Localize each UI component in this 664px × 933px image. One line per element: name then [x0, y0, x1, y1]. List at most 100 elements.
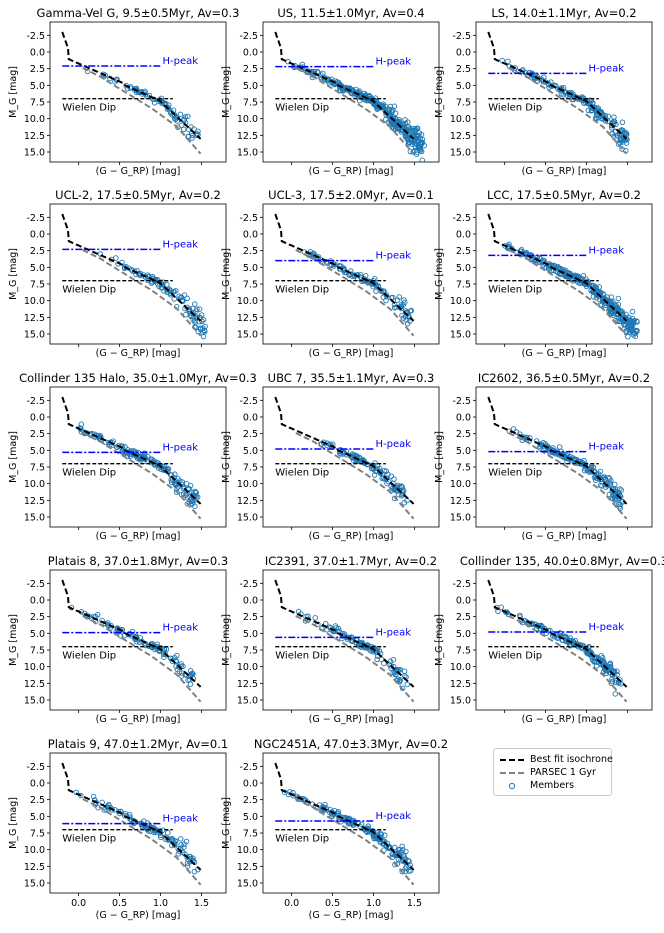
subplot-title: LS, 14.0±1.1Myr, Av=0.2 — [491, 6, 636, 20]
x-tick-label: 0.0 — [284, 898, 299, 909]
subplot-3: LS, 14.0±1.1Myr, Av=0.2 H-peak Wielen Dip -… — [434, 6, 653, 177]
member-point — [406, 315, 413, 321]
member-point — [629, 308, 636, 315]
member-point — [395, 676, 401, 683]
subplot-title: Collinder 135 Halo, 35.0±1.0Myr, Av=0.3 — [19, 371, 257, 385]
y-tick-label: 0.0 — [456, 596, 471, 607]
axes-frame — [49, 203, 227, 345]
member-point — [184, 863, 191, 869]
y-axis-label: M_G [mag] — [221, 248, 232, 300]
parsec-curve — [295, 798, 415, 886]
member-point — [172, 480, 178, 487]
member-point — [379, 471, 385, 477]
plot-area — [274, 31, 427, 162]
hpeak-label: H-peak — [163, 239, 199, 250]
x-tick-label: 0.0 — [71, 898, 86, 909]
member-point — [87, 431, 94, 437]
member-point — [381, 660, 387, 667]
y-tick-label: 10.0 — [24, 662, 45, 673]
parsec-curve — [82, 798, 202, 886]
member-point — [593, 655, 599, 661]
y-tick-label: 10.0 — [24, 479, 45, 490]
member-point — [146, 92, 153, 99]
axes-frame — [475, 386, 653, 528]
y-tick-label: 7.5 — [243, 829, 258, 840]
axes-frame — [262, 21, 440, 163]
y-tick-label: -2.5 — [452, 213, 471, 224]
plot-area — [274, 396, 415, 520]
member-point — [391, 305, 398, 311]
y-tick-label: 15.0 — [24, 330, 45, 341]
x-axis-label: (G − G_RP) [mag] — [522, 714, 607, 725]
member-point — [593, 472, 600, 478]
y-tick-label: 12.5 — [450, 313, 471, 324]
member-point — [341, 631, 348, 637]
y-tick-label: -2.5 — [26, 31, 45, 42]
parsec-swatch-icon — [500, 772, 524, 774]
y-tick-label: -2.5 — [26, 396, 45, 407]
y-tick-label: 12.5 — [237, 313, 258, 324]
y-tick-label: 5.0 — [456, 629, 471, 640]
member-point — [181, 292, 188, 298]
member-point — [113, 255, 119, 261]
subplot-11: IC2391, 37.0±1.7Myr, Av=0.2 H-peak Wielen … — [221, 554, 440, 725]
members-swatch-icon — [508, 782, 516, 790]
dip-label: Wielen Dip — [488, 103, 542, 114]
member-point — [560, 91, 566, 98]
member-point — [178, 661, 184, 667]
member-point — [78, 421, 85, 428]
hpeak-label: H-peak — [163, 623, 199, 634]
axes-frame — [475, 21, 653, 163]
subplot-8: UBC 7, 35.5±1.1Myr, Av=0.3 H-peak Wielen D… — [221, 371, 440, 542]
y-tick-label: 5.0 — [243, 263, 258, 274]
x-axis-label: (G − G_RP) [mag] — [96, 910, 181, 921]
member-point — [383, 297, 389, 304]
isochrone-curve — [274, 213, 415, 322]
member-point — [315, 621, 321, 627]
x-tick-label: 1.0 — [366, 898, 381, 909]
member-point — [381, 832, 388, 838]
y-tick-label: 2.5 — [456, 246, 471, 257]
plot-area — [487, 579, 628, 703]
member-point — [312, 252, 318, 259]
member-point — [406, 124, 412, 131]
member-point — [619, 119, 626, 126]
y-tick-label: 7.5 — [456, 280, 471, 291]
hpeak-label: H-peak — [163, 442, 199, 453]
axes-frame — [475, 569, 653, 711]
y-axis-label: M_G [mag] — [434, 66, 445, 118]
axes-frame — [262, 752, 440, 894]
member-point — [164, 466, 171, 473]
y-axis-label: M_G [mag] — [434, 614, 445, 666]
y-tick-label: 2.5 — [30, 795, 45, 806]
member-point — [123, 813, 130, 819]
member-point — [356, 454, 363, 461]
y-tick-label: 7.5 — [30, 829, 45, 840]
y-tick-label: 2.5 — [243, 612, 258, 623]
isochrone-curve — [274, 396, 415, 505]
member-point — [374, 649, 380, 656]
y-tick-label: 15.0 — [24, 513, 45, 524]
x-axis-label: (G − G_RP) [mag] — [96, 531, 181, 542]
member-point — [156, 283, 162, 290]
x-axis-label: (G − G_RP) [mag] — [96, 348, 181, 359]
y-tick-label: -2.5 — [452, 396, 471, 407]
member-point — [158, 99, 164, 105]
dip-label: Wielen Dip — [62, 651, 116, 662]
member-point — [398, 483, 405, 490]
axes-frame — [49, 752, 227, 894]
axes-frame — [262, 386, 440, 528]
member-point — [395, 125, 402, 132]
y-tick-label: 15.0 — [450, 148, 471, 159]
member-point — [399, 868, 405, 875]
y-tick-label: 10.0 — [24, 845, 45, 856]
y-tick-label: 10.0 — [237, 662, 258, 673]
member-point — [388, 663, 394, 669]
member-point — [505, 58, 511, 65]
dip-label: Wielen Dip — [275, 285, 329, 296]
member-point — [634, 327, 640, 334]
member-point — [194, 306, 200, 312]
isochrone-curve — [61, 396, 202, 505]
subplot-6: LCC, 17.5±0.5Myr, Av=0.2 H-peak Wielen Dip… — [434, 188, 653, 359]
y-tick-label: 5.0 — [243, 629, 258, 640]
